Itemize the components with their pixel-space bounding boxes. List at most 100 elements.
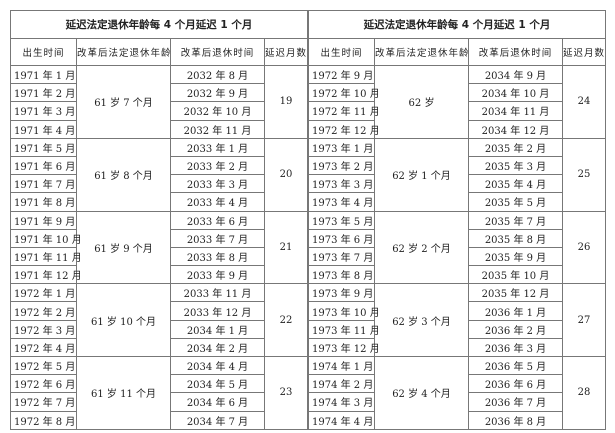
table-row: 1973 年 8 月 2035 年 10 月	[308, 265, 606, 285]
table-row: 1971 年 1 月 61 岁 7 个月 2032 年 8 月 19	[10, 64, 309, 139]
retirement-date-cell: 2035 年 9 月	[468, 246, 563, 267]
birth-date-cell: 1972 年 5 月	[10, 355, 77, 376]
retirement-date-cell: 2033 年 4 月	[170, 192, 265, 212]
delay-months-cell: 28	[561, 356, 607, 430]
retirement-age-cell: 61 岁 8 个月	[76, 137, 171, 212]
table-row: 1971 年 6 月 2033 年 2 月	[10, 155, 308, 176]
retirement-date-cell: 2036 年 7 月	[468, 392, 563, 412]
birth-date-cell: 1971 年 8 月	[10, 192, 77, 212]
birth-date-cell: 1972 年 11 月	[308, 101, 380, 121]
column-header: 延迟月数	[263, 38, 309, 66]
delay-months-cell: 21	[263, 210, 309, 285]
birth-date-cell: 1971 年 6 月	[10, 155, 77, 176]
table-row: 1971 年 11 月 2033 年 8 月	[10, 246, 308, 267]
retirement-date-cell: 2034 年 10 月	[468, 83, 563, 103]
table-row: 1972 年 1 月 61 岁 10 个月 2033 年 11 月 22	[10, 283, 309, 357]
retirement-date-cell: 2036 年 2 月	[468, 319, 563, 339]
retirement-date-cell: 2032 年 11 月	[170, 119, 265, 139]
retirement-date-cell: 2034 年 9 月	[468, 64, 563, 85]
table-row: 1971 年 5 月 61 岁 8 个月 2033 年 1 月 20	[10, 137, 309, 212]
retirement-date-cell: 2034 年 2 月	[170, 337, 265, 358]
title-row: 延迟法定退休年龄每 4 个月延迟 1 个月	[9, 10, 309, 39]
birth-date-cell: 1973 年 1 月	[308, 137, 375, 157]
retirement-age-cell: 62 岁 2 个月	[374, 210, 469, 285]
retirement-date-cell: 2034 年 6 月	[170, 392, 265, 412]
birth-date-cell: 1971 年 2 月	[10, 83, 77, 103]
retirement-date-cell: 2033 年 2 月	[170, 155, 265, 176]
birth-date-cell: 1973 年 3 月	[308, 174, 375, 194]
table-row: 1973 年 2 月 2035 年 3 月	[308, 155, 606, 176]
birth-date-cell: 1971 年 1 月	[10, 64, 77, 85]
retirement-date-cell: 2033 年 12 月	[170, 301, 265, 321]
retirement-date-cell: 2035 年 3 月	[468, 155, 563, 176]
table-row: 1974 年 2 月 2036 年 6 月	[308, 374, 606, 394]
retirement-date-cell: 2032 年 9 月	[170, 83, 265, 103]
column-header: 改革后退休时间	[468, 38, 563, 66]
left-table-container: 延迟法定退休年龄每 4 个月延迟 1 个月 出生时间 改革后法定退休年龄 改革后退休时…	[9, 10, 309, 430]
birth-date-cell: 1971 年 9 月	[10, 210, 77, 230]
table-row: 1974 年 3 月 2036 年 7 月	[308, 392, 606, 412]
delay-months-cell: 27	[561, 283, 607, 357]
birth-date-cell: 1971 年 11 月	[10, 246, 82, 267]
column-header: 出生时间	[10, 38, 77, 66]
birth-date-cell: 1971 年 4 月	[10, 119, 77, 139]
retirement-age-cell: 61 岁 7 个月	[76, 65, 171, 139]
table-row: 1971 年 3 月 2032 年 10 月	[10, 101, 308, 121]
retirement-date-cell: 2035 年 2 月	[468, 137, 563, 157]
table-title: 延迟法定退休年龄每 4 个月延迟 1 个月	[9, 10, 309, 39]
column-header: 改革后退休时间	[170, 38, 265, 66]
birth-date-cell: 1972 年 3 月	[10, 319, 77, 339]
table-row: 1972 年 6 月 2034 年 5 月	[10, 374, 308, 394]
retirement-date-cell: 2034 年 5 月	[170, 374, 265, 394]
table-row: 1972 年 5 月 61 岁 11 个月 2034 年 4 月 23	[10, 355, 309, 430]
delay-months-cell: 20	[263, 137, 309, 212]
table-row: 1971 年 9 月 61 岁 9 个月 2033 年 6 月 21	[10, 210, 309, 285]
retirement-date-cell: 2033 年 3 月	[170, 174, 265, 194]
retirement-date-cell: 2035 年 8 月	[468, 228, 563, 248]
retirement-date-cell: 2035 年 10 月	[468, 265, 563, 285]
birth-date-cell: 1971 年 10 月	[10, 228, 82, 248]
retirement-age-cell: 62 岁 3 个月	[374, 283, 469, 357]
table-row: 1973 年 12 月 2036 年 3 月	[308, 337, 606, 358]
birth-date-cell: 1973 年 6 月	[308, 228, 375, 248]
retirement-date-cell: 2032 年 10 月	[170, 101, 265, 121]
retirement-date-cell: 2034 年 1 月	[170, 319, 265, 339]
retirement-date-cell: 2035 年 4 月	[468, 174, 563, 194]
title-row: 延迟法定退休年龄每 4 个月延迟 1 个月	[307, 10, 607, 39]
birth-date-cell: 1972 年 8 月	[10, 410, 77, 430]
retirement-date-cell: 2033 年 11 月	[170, 283, 265, 303]
birth-date-cell: 1974 年 2 月	[308, 374, 375, 394]
birth-date-cell: 1973 年 9 月	[308, 283, 375, 303]
delay-months-cell: 25	[561, 137, 607, 212]
retirement-date-cell: 2035 年 7 月	[468, 210, 563, 230]
retirement-date-cell: 2036 年 8 月	[468, 410, 563, 430]
retirement-date-cell: 2032 年 8 月	[170, 64, 265, 85]
delay-months-cell: 22	[263, 283, 309, 357]
birth-date-cell: 1972 年 7 月	[10, 392, 77, 412]
birth-date-cell: 1972 年 12 月	[308, 119, 380, 139]
column-header: 改革后法定退休年龄	[76, 38, 171, 66]
retirement-age-cell: 62 岁	[374, 65, 469, 139]
header-row: 出生时间 改革后法定退休年龄 改革后退休时间 延迟月数	[10, 38, 309, 66]
table-row: 1972 年 2 月 2033 年 12 月	[10, 301, 308, 321]
table-row: 1972 年 10 月 2034 年 10 月	[308, 83, 606, 103]
table-row: 1972 年 4 月 2034 年 2 月	[10, 337, 308, 358]
birth-date-cell: 1973 年 11 月	[308, 319, 380, 339]
retirement-age-cell: 61 岁 10 个月	[76, 283, 171, 357]
retirement-date-cell: 2033 年 1 月	[170, 137, 265, 157]
retirement-date-cell: 2036 年 5 月	[468, 355, 563, 376]
birth-date-cell: 1973 年 5 月	[308, 210, 375, 230]
retirement-date-cell: 2034 年 11 月	[468, 101, 563, 121]
birth-date-cell: 1971 年 3 月	[10, 101, 77, 121]
table-row: 1971 年 7 月 2033 年 3 月	[10, 174, 308, 194]
retirement-date-cell: 2033 年 8 月	[170, 246, 265, 267]
birth-date-cell: 1972 年 6 月	[10, 374, 77, 394]
birth-date-cell: 1974 年 4 月	[308, 410, 375, 430]
birth-date-cell: 1974 年 1 月	[308, 355, 375, 376]
table-row: 1971 年 2 月 2032 年 9 月	[10, 83, 308, 103]
retirement-date-cell: 2033 年 7 月	[170, 228, 265, 248]
table-row: 1973 年 9 月 62 岁 3 个月 2035 年 12 月 27	[308, 283, 607, 357]
table-row: 1973 年 7 月 2035 年 9 月	[308, 246, 606, 267]
retirement-date-cell: 2035 年 12 月	[468, 283, 563, 303]
birth-date-cell: 1973 年 8 月	[308, 265, 375, 285]
